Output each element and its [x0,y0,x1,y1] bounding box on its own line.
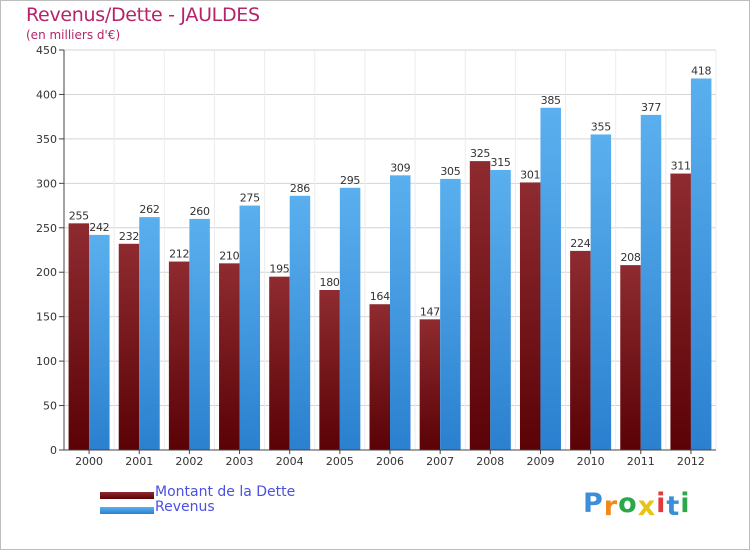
legend-label-revenue: Revenus [155,499,215,515]
bar-revenue-2003 [239,205,261,450]
x-tick-label: 2001 [125,455,153,468]
x-tick-label: 2003 [226,455,254,468]
bar-debt-2012 [670,173,691,451]
legend-swatch-debt [100,492,154,499]
x-tick-label: 2007 [426,455,454,468]
bar-debt-2001 [118,243,140,450]
logo-letter: r [603,491,619,522]
data-label-debt-2003: 210 [219,249,239,262]
y-tick-label: 0 [50,444,57,457]
bar-revenue-2001 [139,217,160,450]
data-label-revenue-2002: 260 [190,205,210,218]
bar-revenue-2006 [390,175,411,451]
logo-letter: i [680,488,691,519]
bar-revenue-2009 [540,107,561,451]
legend-swatch-revenue [100,507,154,514]
bar-revenue-2007 [440,178,461,450]
bar-debt-2004 [269,276,290,450]
bar-revenue-2000 [89,234,110,450]
bar-debt-2010 [570,250,591,450]
x-tick-label: 2004 [276,455,304,468]
logo-letter: x [637,491,657,522]
x-tick-label: 2012 [677,455,705,468]
data-label-revenue-2011: 377 [641,101,661,114]
x-tick-label: 2000 [75,455,103,468]
data-label-debt-2009: 301 [520,168,540,181]
data-label-revenue-2006: 309 [390,161,410,174]
bar-debt-2011 [620,265,641,450]
data-label-debt-2002: 212 [169,248,189,261]
bar-debt-2002 [168,261,190,450]
x-tick-label: 2002 [175,455,203,468]
y-tick-label: 100 [36,355,57,368]
y-tick-label: 50 [43,400,57,413]
bar-debt-2006 [369,304,390,450]
bar-debt-2007 [419,319,441,450]
bar-revenue-2005 [339,187,361,450]
y-tick-label: 200 [36,266,57,279]
x-tick-label: 2011 [627,455,655,468]
bar-debt-2005 [319,290,340,450]
bar-revenue-2004 [289,195,311,450]
x-tick-label: 2009 [526,455,554,468]
data-label-revenue-2009: 385 [541,94,561,107]
bar-debt-2003 [219,263,240,450]
chart-subtitle: (en milliers d'€) [26,28,121,42]
data-label-debt-2008: 325 [470,147,490,160]
y-tick-label: 400 [36,88,57,101]
x-tick-label: 2005 [326,455,354,468]
data-label-debt-2006: 164 [370,290,390,303]
data-label-debt-2005: 180 [320,276,340,289]
data-label-revenue-2007: 305 [440,165,460,178]
logo-letter: i [656,488,667,519]
logo-letter: P [583,488,604,519]
data-label-revenue-2001: 262 [139,203,159,216]
y-tick-label: 450 [36,44,57,57]
data-label-debt-2012: 311 [671,160,691,173]
logo-letter: t [666,491,681,522]
data-label-revenue-2005: 295 [340,174,360,187]
legend-label-debt: Montant de la Dette [155,484,296,500]
bar-revenue-2008 [490,170,511,450]
data-label-revenue-2004: 286 [290,182,310,195]
logo-letter: o [618,488,638,519]
chart-title: Revenus/Dette - JAULDES [26,4,260,26]
bar-revenue-2011 [640,114,662,450]
bar-debt-2008 [469,161,491,450]
bar-debt-2009 [519,182,541,450]
data-label-revenue-2000: 242 [89,221,109,234]
data-label-debt-2007: 147 [420,305,440,318]
y-tick-label: 300 [36,177,57,190]
bar-revenue-2010 [590,134,612,450]
data-label-debt-2011: 208 [620,251,640,264]
data-label-debt-2004: 195 [269,263,289,276]
y-tick-label: 150 [36,311,57,324]
data-label-revenue-2010: 355 [591,120,611,133]
bar-revenue-2012 [690,78,712,450]
data-label-debt-2001: 232 [119,230,139,243]
data-label-revenue-2008: 315 [491,156,511,169]
bar-revenue-2002 [189,218,210,450]
y-tick-label: 350 [36,133,57,146]
data-label-revenue-2012: 418 [691,64,711,77]
data-label-revenue-2003: 275 [240,192,260,205]
data-label-debt-2010: 224 [570,237,590,250]
x-tick-label: 2008 [476,455,504,468]
y-tick-label: 250 [36,222,57,235]
bar-debt-2000 [68,223,90,450]
proxiti-logo: Proxiti [583,488,691,522]
x-tick-label: 2010 [577,455,605,468]
x-tick-label: 2006 [376,455,404,468]
data-label-debt-2000: 255 [69,209,89,222]
